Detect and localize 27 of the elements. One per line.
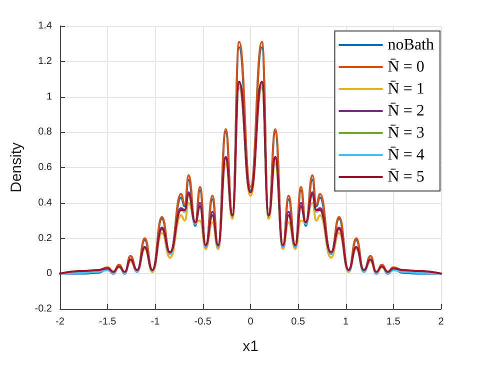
x-tick-label: 1.5 xyxy=(386,316,401,328)
x-tick-label: -1.5 xyxy=(99,316,117,328)
y-tick-label: 0 xyxy=(46,268,52,280)
y-axis-title: Density xyxy=(8,142,25,193)
legend-label: N̄ = 2 xyxy=(388,102,424,120)
legend-label: noBath xyxy=(388,36,434,54)
y-tick-label: 0.8 xyxy=(38,126,52,138)
x-tick-label: -2 xyxy=(56,316,65,328)
x-tick-label: 2 xyxy=(438,316,444,328)
y-tick-label: 0.6 xyxy=(38,162,52,173)
legend-label: N̄ = 3 xyxy=(388,124,424,142)
y-tick-label: 1.2 xyxy=(38,56,52,67)
x-tick-label: 0 xyxy=(248,316,254,328)
y-tick-label: 1.4 xyxy=(38,20,52,32)
x-tick-label: -1 xyxy=(150,316,160,328)
legend-label: N̄ = 1 xyxy=(388,80,424,98)
x-tick-label: 0.5 xyxy=(291,316,306,328)
x-tick-label: -0.5 xyxy=(194,316,212,328)
x-tick-label: 1 xyxy=(342,316,349,328)
legend-label: N̄ = 0 xyxy=(388,58,424,76)
y-tick-label: 1 xyxy=(46,91,52,102)
y-tick-label: 0.4 xyxy=(38,197,52,208)
y-tick-label: 0.2 xyxy=(38,232,52,244)
legend-label: N̄ = 5 xyxy=(388,168,424,186)
y-tick-label: -0.2 xyxy=(34,304,52,314)
x-axis-title: x1 xyxy=(242,338,258,355)
legend-label: N̄ = 4 xyxy=(388,146,424,164)
